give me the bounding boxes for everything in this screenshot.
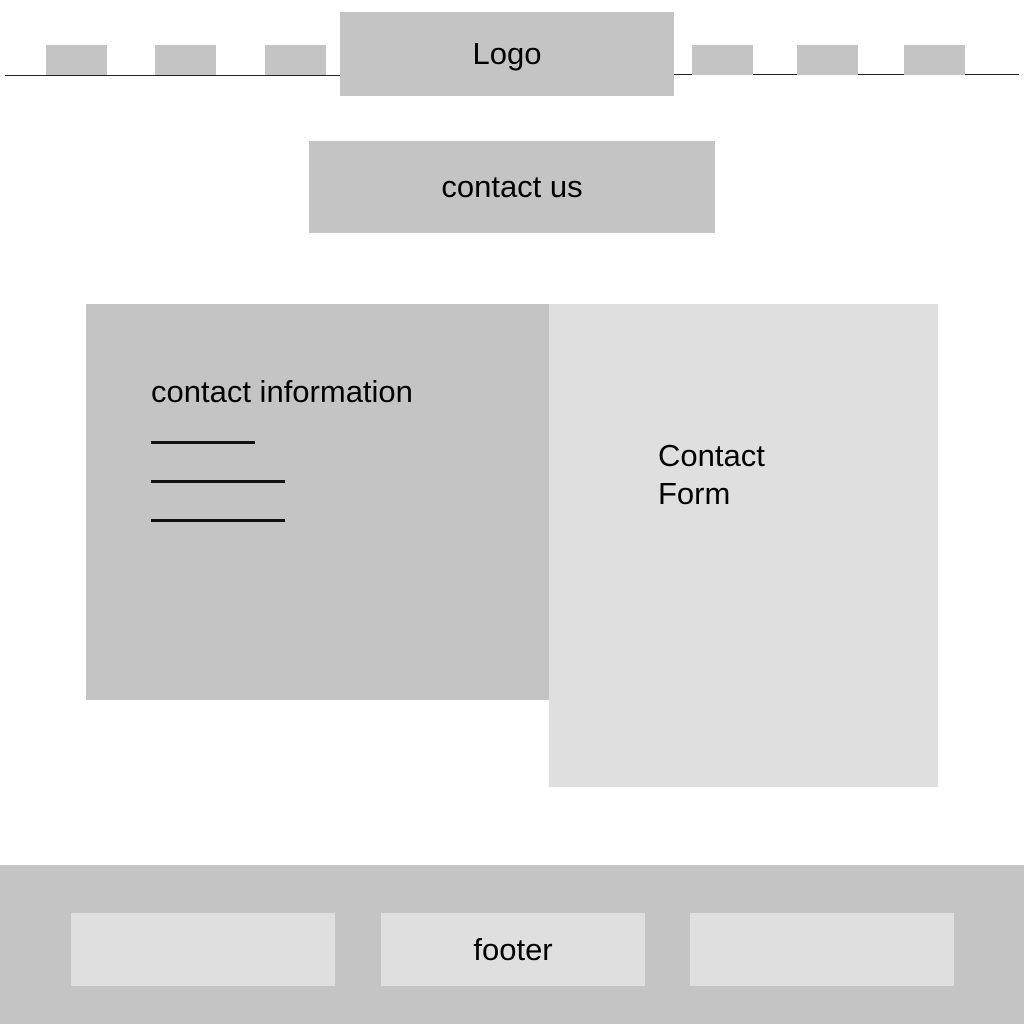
logo-text: Logo xyxy=(472,36,542,71)
nav-item-3[interactable] xyxy=(265,45,326,75)
contact-us-label: contact us xyxy=(441,169,583,204)
contact-info-line-3 xyxy=(151,519,285,522)
contact-form-panel[interactable]: Contact Form xyxy=(549,304,938,787)
contact-information-title: contact information xyxy=(151,374,413,409)
logo[interactable]: Logo xyxy=(340,12,674,96)
contact-form-title: Contact Form xyxy=(658,438,765,511)
footer-label: footer xyxy=(473,931,553,967)
footer-block-center[interactable]: footer xyxy=(381,913,645,986)
nav-item-6[interactable] xyxy=(904,45,965,75)
header-rule-left xyxy=(5,75,367,76)
contact-info-line-1 xyxy=(151,441,255,444)
nav-item-1[interactable] xyxy=(46,45,107,75)
footer: footer xyxy=(0,865,1024,1024)
contact-us-button[interactable]: contact us xyxy=(309,141,715,233)
footer-block-right[interactable] xyxy=(690,913,954,986)
nav-item-5[interactable] xyxy=(797,45,858,75)
nav-item-4[interactable] xyxy=(692,45,753,75)
nav-item-2[interactable] xyxy=(155,45,216,75)
footer-block-left[interactable] xyxy=(71,913,335,986)
contact-information-panel: contact information xyxy=(86,304,550,700)
contact-info-line-2 xyxy=(151,480,285,483)
